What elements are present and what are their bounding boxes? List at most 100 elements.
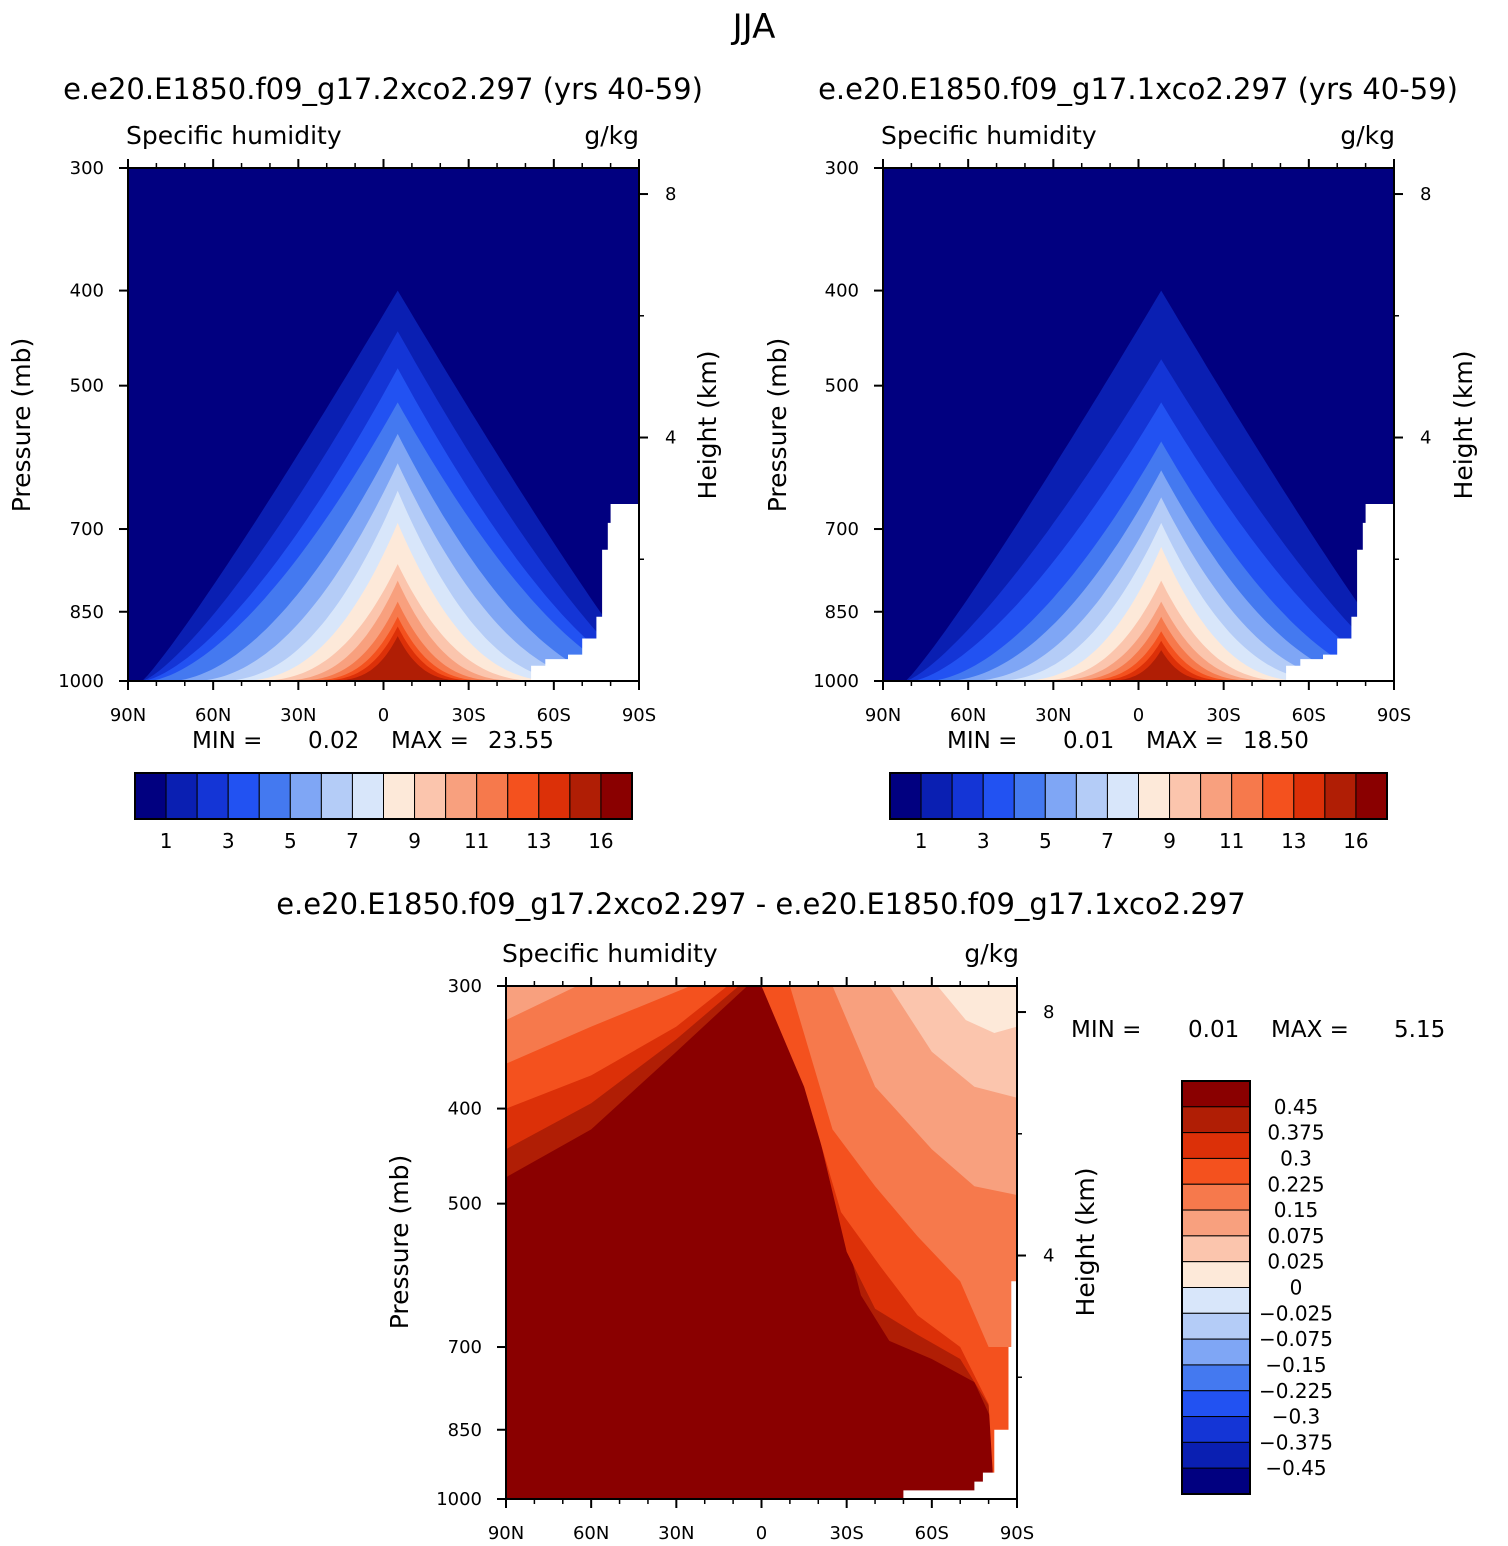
colorbar: 1 3 5 7 9 11 13 16 — [134, 772, 633, 853]
y-right-tick-label: 8 — [1043, 1002, 1054, 1023]
contour-band-north-5 — [506, 986, 577, 1021]
colorbar-swatch — [951, 772, 984, 820]
y-tick-label: 1000 — [813, 671, 859, 692]
colorbar: 0.450.3750.30.2250.150.0750.0250−0.025−0… — [1181, 1080, 1333, 1495]
colorbar-swatch — [920, 772, 953, 820]
max-value: 5.15 — [1394, 1017, 1445, 1043]
y-axis-right-label: Height (km) — [1449, 351, 1478, 500]
colorbar-swatch — [414, 772, 447, 820]
colorbar-label: 13 — [526, 829, 551, 853]
y-tick-label: 300 — [825, 158, 859, 179]
x-tick-label: 60S — [537, 705, 571, 726]
x-tick-label: 30N — [280, 705, 316, 726]
colorbar-label: 16 — [1343, 829, 1368, 853]
colorbar-swatch — [1106, 772, 1139, 820]
colorbar-swatch — [1013, 772, 1046, 820]
colorbar-label: 7 — [1101, 829, 1114, 853]
colorbar-label: 11 — [1219, 829, 1244, 853]
y-tick-label: 850 — [825, 602, 859, 623]
contour-band-14 — [1093, 650, 1230, 681]
contour-band-14 — [315, 636, 480, 681]
colorbar-label: 16 — [588, 829, 613, 853]
y-tick-label: 500 — [825, 376, 859, 397]
contour-band-south-7 — [937, 986, 1017, 1033]
colorbar-swatch — [1138, 772, 1171, 820]
colorbar-swatch — [1181, 1312, 1251, 1340]
panel-2xco2: e.e20.E1850.f09_g17.2xco2.297 (yrs 40-59… — [7, 72, 722, 853]
y-tick-label: 400 — [825, 281, 859, 302]
subtitle-right: g/kg — [584, 121, 639, 150]
colorbar-label: 11 — [464, 829, 489, 853]
colorbar-swatch — [1181, 1390, 1251, 1418]
y-right-tick-label: 4 — [1420, 428, 1431, 449]
panel-title: e.e20.E1850.f09_g17.2xco2.297 (yrs 40-59… — [63, 72, 703, 106]
x-tick-label: 90S — [622, 705, 656, 726]
colorbar-swatch — [1044, 772, 1077, 820]
x-tick-label: 90S — [1000, 1523, 1034, 1544]
colorbar-label: 9 — [408, 829, 421, 853]
x-tick-label: 0 — [378, 705, 389, 726]
colorbar-label: 9 — [1163, 829, 1176, 853]
colorbar-swatch — [1293, 772, 1326, 820]
page-title: JJA — [731, 7, 776, 47]
x-tick-label: 0 — [756, 1523, 767, 1544]
panel-difference: e.e20.E1850.f09_g17.2xco2.297 - e.e20.E1… — [276, 887, 1445, 1544]
x-tick-label: 60S — [1292, 705, 1326, 726]
colorbar-swatch — [134, 772, 167, 820]
colorbar-swatch — [383, 772, 416, 820]
y-tick-label: 850 — [70, 602, 104, 623]
colorbar-label: −0.15 — [1265, 1353, 1326, 1377]
colorbar-label: 1 — [160, 829, 173, 853]
max-value: 18.50 — [1243, 728, 1309, 754]
colorbar-swatch — [445, 772, 478, 820]
x-tick-label: 60N — [950, 705, 986, 726]
colorbar-swatch — [1181, 1364, 1251, 1392]
colorbar-swatch — [889, 772, 922, 820]
y-axis-right-label: Height (km) — [693, 351, 722, 500]
colorbar-swatch — [507, 772, 540, 820]
contour-plot: 90N 60N 30N 0 30S 60S 90S 300 400 500 700 850 1000 8 4 — [58, 158, 676, 726]
colorbar-swatch — [1181, 1261, 1251, 1288]
x-tick-label: 90N — [488, 1523, 524, 1544]
y-tick-label: 300 — [448, 976, 482, 997]
x-tick-label: 60N — [195, 705, 231, 726]
max-label: MAX = — [391, 728, 469, 754]
colorbar-swatch — [476, 772, 509, 820]
colorbar-label: −0.3 — [1272, 1405, 1321, 1429]
colorbar-swatch — [1181, 1209, 1251, 1237]
y-tick-label: 300 — [70, 158, 104, 179]
x-tick-label: 90N — [110, 705, 146, 726]
colorbar-swatch — [1181, 1441, 1251, 1469]
y-axis-right-label: Height (km) — [1071, 1168, 1100, 1317]
colorbar-frame — [134, 772, 633, 820]
colorbar-swatch — [258, 772, 291, 820]
min-label: MIN = — [192, 728, 262, 754]
y-tick-label: 500 — [448, 1194, 482, 1215]
colorbar-frame — [1181, 1080, 1251, 1495]
y-tick-label: 850 — [448, 1420, 482, 1441]
colorbar-swatch — [1181, 1235, 1251, 1263]
colorbar-label: 0.3 — [1280, 1146, 1312, 1170]
x-tick-label: 90S — [1377, 705, 1411, 726]
colorbar-label: 0.45 — [1274, 1095, 1319, 1119]
colorbar-label: 13 — [1281, 829, 1306, 853]
x-tick-label: 60S — [915, 1523, 949, 1544]
colorbar-swatch — [1169, 772, 1202, 820]
colorbar-swatch — [165, 772, 198, 820]
y-right-tick-label: 4 — [1043, 1246, 1054, 1267]
colorbar-swatch — [351, 772, 384, 820]
subtitle-right: g/kg — [964, 939, 1019, 968]
panel-1xco2: e.e20.E1850.f09_g17.1xco2.297 (yrs 40-59… — [763, 72, 1478, 853]
colorbar-swatch — [569, 772, 602, 820]
panel-title: e.e20.E1850.f09_g17.2xco2.297 - e.e20.E1… — [276, 887, 1246, 921]
colorbar-label: 0 — [1290, 1276, 1303, 1300]
colorbar-label: 1 — [915, 829, 928, 853]
contour-band-north-4 — [506, 986, 691, 1064]
contour-plot: 90N 60N 30N 0 30S 60S 90S 300 400 500 700 850 1000 8 4 — [436, 976, 1054, 1544]
x-tick-label: 30S — [829, 1523, 863, 1544]
colorbar-label: 5 — [1039, 829, 1052, 853]
colorbar-swatch — [1181, 1157, 1251, 1185]
min-value: 0.01 — [1188, 1017, 1239, 1043]
y-axis-label: Pressure (mb) — [763, 338, 792, 512]
colorbar-swatch — [227, 772, 260, 820]
